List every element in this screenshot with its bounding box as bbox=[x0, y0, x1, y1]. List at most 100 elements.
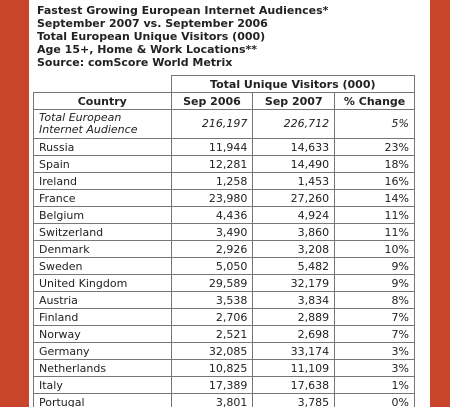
header-line: Total European Unique Visitors (000) bbox=[37, 30, 266, 43]
cell: 3,801 bbox=[170, 393, 254, 407]
cell: 3% bbox=[334, 342, 415, 360]
cell: 14,490 bbox=[252, 155, 336, 173]
column-header-row: Country Sep 2006 Sep 2007% Change bbox=[33, 92, 415, 110]
cell: 226,712 bbox=[252, 109, 336, 139]
cell: Russia bbox=[33, 138, 172, 156]
cell: Switzerland bbox=[33, 223, 172, 241]
cell: Spain bbox=[33, 155, 172, 173]
cell: 32,179 bbox=[252, 274, 336, 292]
cell: 18% bbox=[334, 155, 415, 173]
column-header: Sep 2006 bbox=[170, 92, 254, 110]
row: Portugal 3,801 3,785 0% bbox=[33, 393, 415, 407]
row: United Kingdom 29,589 32,179 9% bbox=[33, 274, 415, 292]
row: Total European Internet Audience 216,197 2… bbox=[33, 109, 415, 139]
cell: 7% bbox=[334, 325, 415, 343]
cell: 29,589 bbox=[170, 274, 254, 292]
cell: 3,834 bbox=[252, 291, 336, 309]
cell: 10,825 bbox=[170, 359, 254, 377]
row: France 23,980 27,260 14% bbox=[33, 189, 415, 207]
cell: Ireland bbox=[33, 172, 172, 190]
cell: Norway bbox=[33, 325, 172, 343]
cell: 2,889 bbox=[252, 308, 336, 326]
cell: Italy bbox=[33, 376, 172, 394]
row: Ireland 1,258 1,453 16% bbox=[33, 172, 415, 190]
cell: 11% bbox=[334, 223, 415, 241]
cell: 11,109 bbox=[252, 359, 336, 377]
cell: Belgium bbox=[33, 206, 172, 224]
cell: 3% bbox=[334, 359, 415, 377]
row: Netherlands 10,825 11,109 3% bbox=[33, 359, 415, 377]
row: Russia 11,944 14,633 23% bbox=[33, 138, 415, 156]
cell: 4,436 bbox=[170, 206, 254, 224]
cell: 7% bbox=[334, 308, 415, 326]
table: Total Unique Visitors (000) Country Sep 2… bbox=[33, 75, 416, 407]
cell: Finland bbox=[33, 308, 172, 326]
row: Germany 32,085 33,174 3% bbox=[33, 342, 415, 360]
row: Finland 2,706 2,889 7% bbox=[33, 308, 415, 326]
cell: 9% bbox=[334, 257, 415, 275]
cell: 33,174 bbox=[252, 342, 336, 360]
cell: Netherlands bbox=[33, 359, 172, 377]
cell: Germany bbox=[33, 342, 172, 360]
cell: 23% bbox=[334, 138, 415, 156]
cell: 2,698 bbox=[252, 325, 336, 343]
cell: 3,785 bbox=[252, 393, 336, 407]
cell: 32,085 bbox=[170, 342, 254, 360]
cell: 11% bbox=[334, 206, 415, 224]
cell: Austria bbox=[33, 291, 172, 309]
cell: Denmark bbox=[33, 240, 172, 258]
cell: 11,944 bbox=[170, 138, 254, 156]
header: Fastest Growing European Internet Audien… bbox=[37, 4, 328, 69]
cell: 17,389 bbox=[170, 376, 254, 394]
cell: Sweden bbox=[33, 257, 172, 275]
cell: 5,050 bbox=[170, 257, 254, 275]
column-header: Sep 2007 bbox=[252, 92, 336, 110]
header-line: Age 15+, Home & Work Locations** bbox=[37, 43, 257, 56]
cell: 3,538 bbox=[170, 291, 254, 309]
row: Spain 12,281 14,490 18% bbox=[33, 155, 415, 173]
cell: 12,281 bbox=[170, 155, 254, 173]
header-line: Source: comScore World Metrix bbox=[37, 56, 233, 69]
cell: 1,258 bbox=[170, 172, 254, 190]
cell: 27,260 bbox=[252, 189, 336, 207]
row: Austria 3,538 3,834 8% bbox=[33, 291, 415, 309]
row: Switzerland 3,490 3,860 11% bbox=[33, 223, 415, 241]
cell: Total European Internet Audience bbox=[33, 109, 172, 139]
cell: 3,860 bbox=[252, 223, 336, 241]
cell: 2,706 bbox=[170, 308, 254, 326]
cell: 14% bbox=[334, 189, 415, 207]
row: Belgium 4,436 4,924 11% bbox=[33, 206, 415, 224]
cell: 9% bbox=[334, 274, 415, 292]
cell: 1,453 bbox=[252, 172, 336, 190]
content: Fastest Growing European Internet Audien… bbox=[29, 0, 430, 407]
cell: 8% bbox=[334, 291, 415, 309]
cell: France bbox=[33, 189, 172, 207]
column-header: % Change bbox=[334, 92, 415, 110]
cell: United Kingdom bbox=[33, 274, 172, 292]
header-line: Fastest Growing European Internet Audien… bbox=[37, 4, 329, 17]
cell: 16% bbox=[334, 172, 415, 190]
header-line: September 2007 vs. September 2006 bbox=[37, 17, 268, 30]
row: Italy 17,389 17,638 1% bbox=[33, 376, 415, 394]
cell: 2,521 bbox=[170, 325, 254, 343]
cell: 1% bbox=[334, 376, 415, 394]
cell: 4,924 bbox=[252, 206, 336, 224]
cell: 2,926 bbox=[170, 240, 254, 258]
cell: 10% bbox=[334, 240, 415, 258]
row: Norway 2,521 2,698 7% bbox=[33, 325, 415, 343]
group-header: Total Unique Visitors (000) bbox=[170, 75, 416, 93]
cell: 23,980 bbox=[170, 189, 254, 207]
cell: Portugal bbox=[33, 393, 172, 407]
cell: 5,482 bbox=[252, 257, 336, 275]
cell: 3,490 bbox=[170, 223, 254, 241]
row: Denmark 2,926 3,208 10% bbox=[33, 240, 415, 258]
column-header: Country bbox=[33, 92, 172, 110]
cell: 5% bbox=[334, 109, 415, 139]
cell: 3,208 bbox=[252, 240, 336, 258]
cell: 216,197 bbox=[170, 109, 254, 139]
cell: 14,633 bbox=[252, 138, 336, 156]
cell: 17,638 bbox=[252, 376, 336, 394]
row: Sweden 5,050 5,482 9% bbox=[33, 257, 415, 275]
cell: 0% bbox=[334, 393, 415, 407]
